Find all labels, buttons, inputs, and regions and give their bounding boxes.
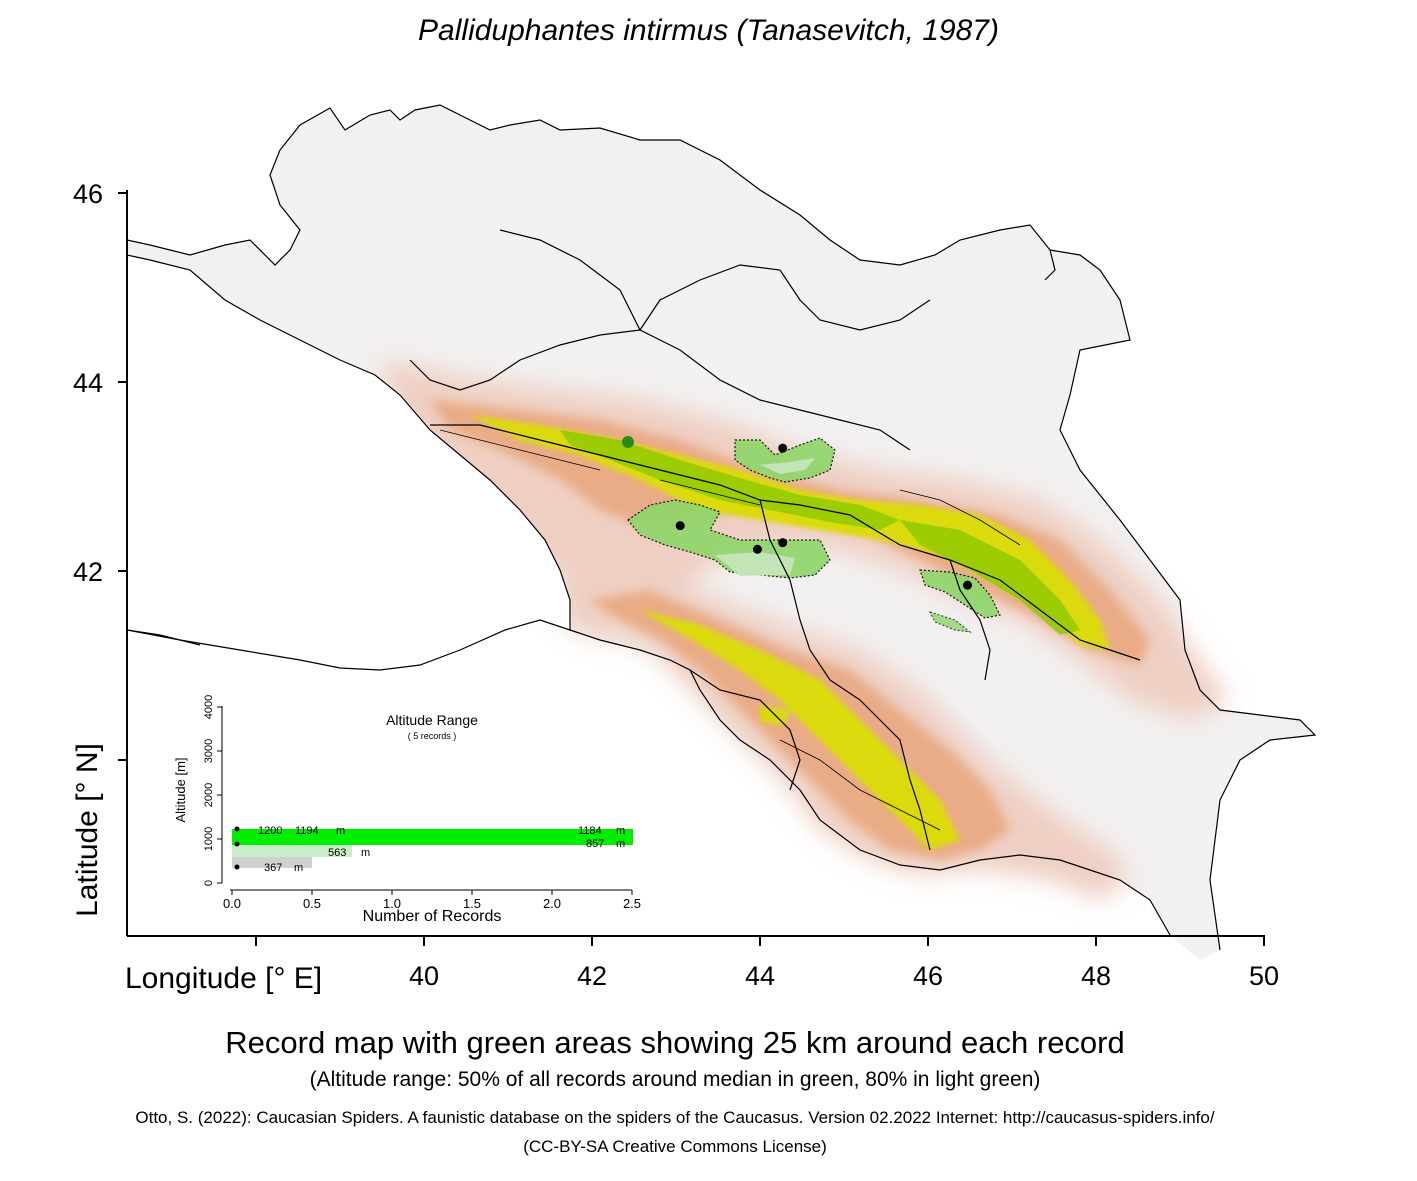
y-tick-label: 44 — [73, 368, 103, 398]
inset-y-title: Altitude [m] — [173, 757, 188, 822]
record-point — [778, 538, 788, 548]
inset-x-tick-label: 1.5 — [463, 896, 481, 911]
x-tick-label: 42 — [577, 961, 607, 991]
x-tick-label: 40 — [409, 961, 439, 991]
inset-x-tick-label: 0.5 — [303, 896, 321, 911]
borders — [126, 104, 1317, 951]
caption-main: Record map with green areas showing 25 k… — [225, 1025, 1125, 1060]
inset-bar-80 — [232, 845, 352, 857]
record-points — [675, 443, 972, 590]
y-axis-ticks: 46 44 42 — [73, 179, 127, 761]
inset-x-tick-label: 2.5 — [623, 896, 641, 911]
record-buffers — [627, 437, 1001, 633]
record-point — [962, 580, 972, 590]
black-sea — [126, 254, 571, 671]
map-title: Palliduphantes intirmus (Tanasevitch, 19… — [418, 14, 999, 47]
inset-label: 857 — [586, 838, 604, 850]
inset-label: m — [336, 825, 345, 837]
rivers — [439, 429, 1021, 831]
inset-label: 1184 — [578, 825, 602, 837]
inset-label: 367 — [264, 862, 282, 874]
inset-y-tick-label: 2000 — [203, 783, 215, 807]
inset-y-ticks: 0 1000 2000 3000 4000 — [203, 695, 222, 886]
record-point — [675, 521, 685, 531]
inset-x-ticks: 0.0 0.5 1.0 1.5 2.0 2.5 — [223, 890, 641, 911]
inset-y-tick-label: 1000 — [203, 827, 215, 851]
inset-label: m — [616, 838, 625, 850]
inset-x-tick-label: 0.0 — [223, 896, 241, 911]
y-tick-label: 42 — [73, 557, 103, 587]
inset-bar-50 — [232, 829, 633, 845]
citation-text: Otto, S. (2022): Caucasian Spiders. A fa… — [135, 1108, 1215, 1127]
caption-sub: (Altitude range: 50% of all records arou… — [309, 1068, 1041, 1091]
inset-label: 1200 — [258, 825, 282, 837]
record-point — [752, 544, 762, 554]
inset-label: m — [616, 825, 625, 837]
x-tick-label: 48 — [1081, 961, 1111, 991]
inset-subtitle: ( 5 records ) — [408, 731, 457, 741]
inset-y-tick-label: 3000 — [203, 739, 215, 763]
inset-y-tick-label: 0 — [203, 880, 215, 886]
record-map: 46 44 42 40 42 44 46 48 50 Latitude [° N] Longi… — [71, 104, 1317, 995]
inset-x-tick-label: 1.0 — [383, 896, 401, 911]
inset-label: 563 — [328, 847, 346, 859]
inset-label: 1194 — [295, 825, 319, 837]
inset-x-tick-label: 2.0 — [543, 896, 561, 911]
y-tick-label: 46 — [73, 179, 103, 209]
inset-title: Altitude Range — [386, 712, 478, 728]
inset-x-title: Number of Records — [363, 908, 502, 925]
x-axis-ticks: 40 42 44 46 48 50 — [255, 936, 1279, 991]
x-tick-label: 50 — [1249, 961, 1279, 991]
inset-y-tick-label: 4000 — [203, 695, 215, 719]
x-tick-label: 46 — [913, 961, 943, 991]
record-point — [778, 443, 788, 453]
x-axis-title: Longitude [° E] — [125, 962, 322, 995]
main-axes — [126, 190, 1265, 937]
inset-label: m — [294, 862, 303, 874]
altitude-inset: Altitude Range ( 5 records ) 0 1000 2000 30… — [147, 695, 642, 925]
inset-label: m — [361, 847, 370, 859]
inset-bar-outer — [232, 856, 312, 868]
license-text: (CC-BY-SA Creative Commons License) — [523, 1137, 827, 1156]
x-tick-label: 44 — [745, 961, 775, 991]
y-axis-title: Latitude [° N] — [71, 743, 104, 917]
